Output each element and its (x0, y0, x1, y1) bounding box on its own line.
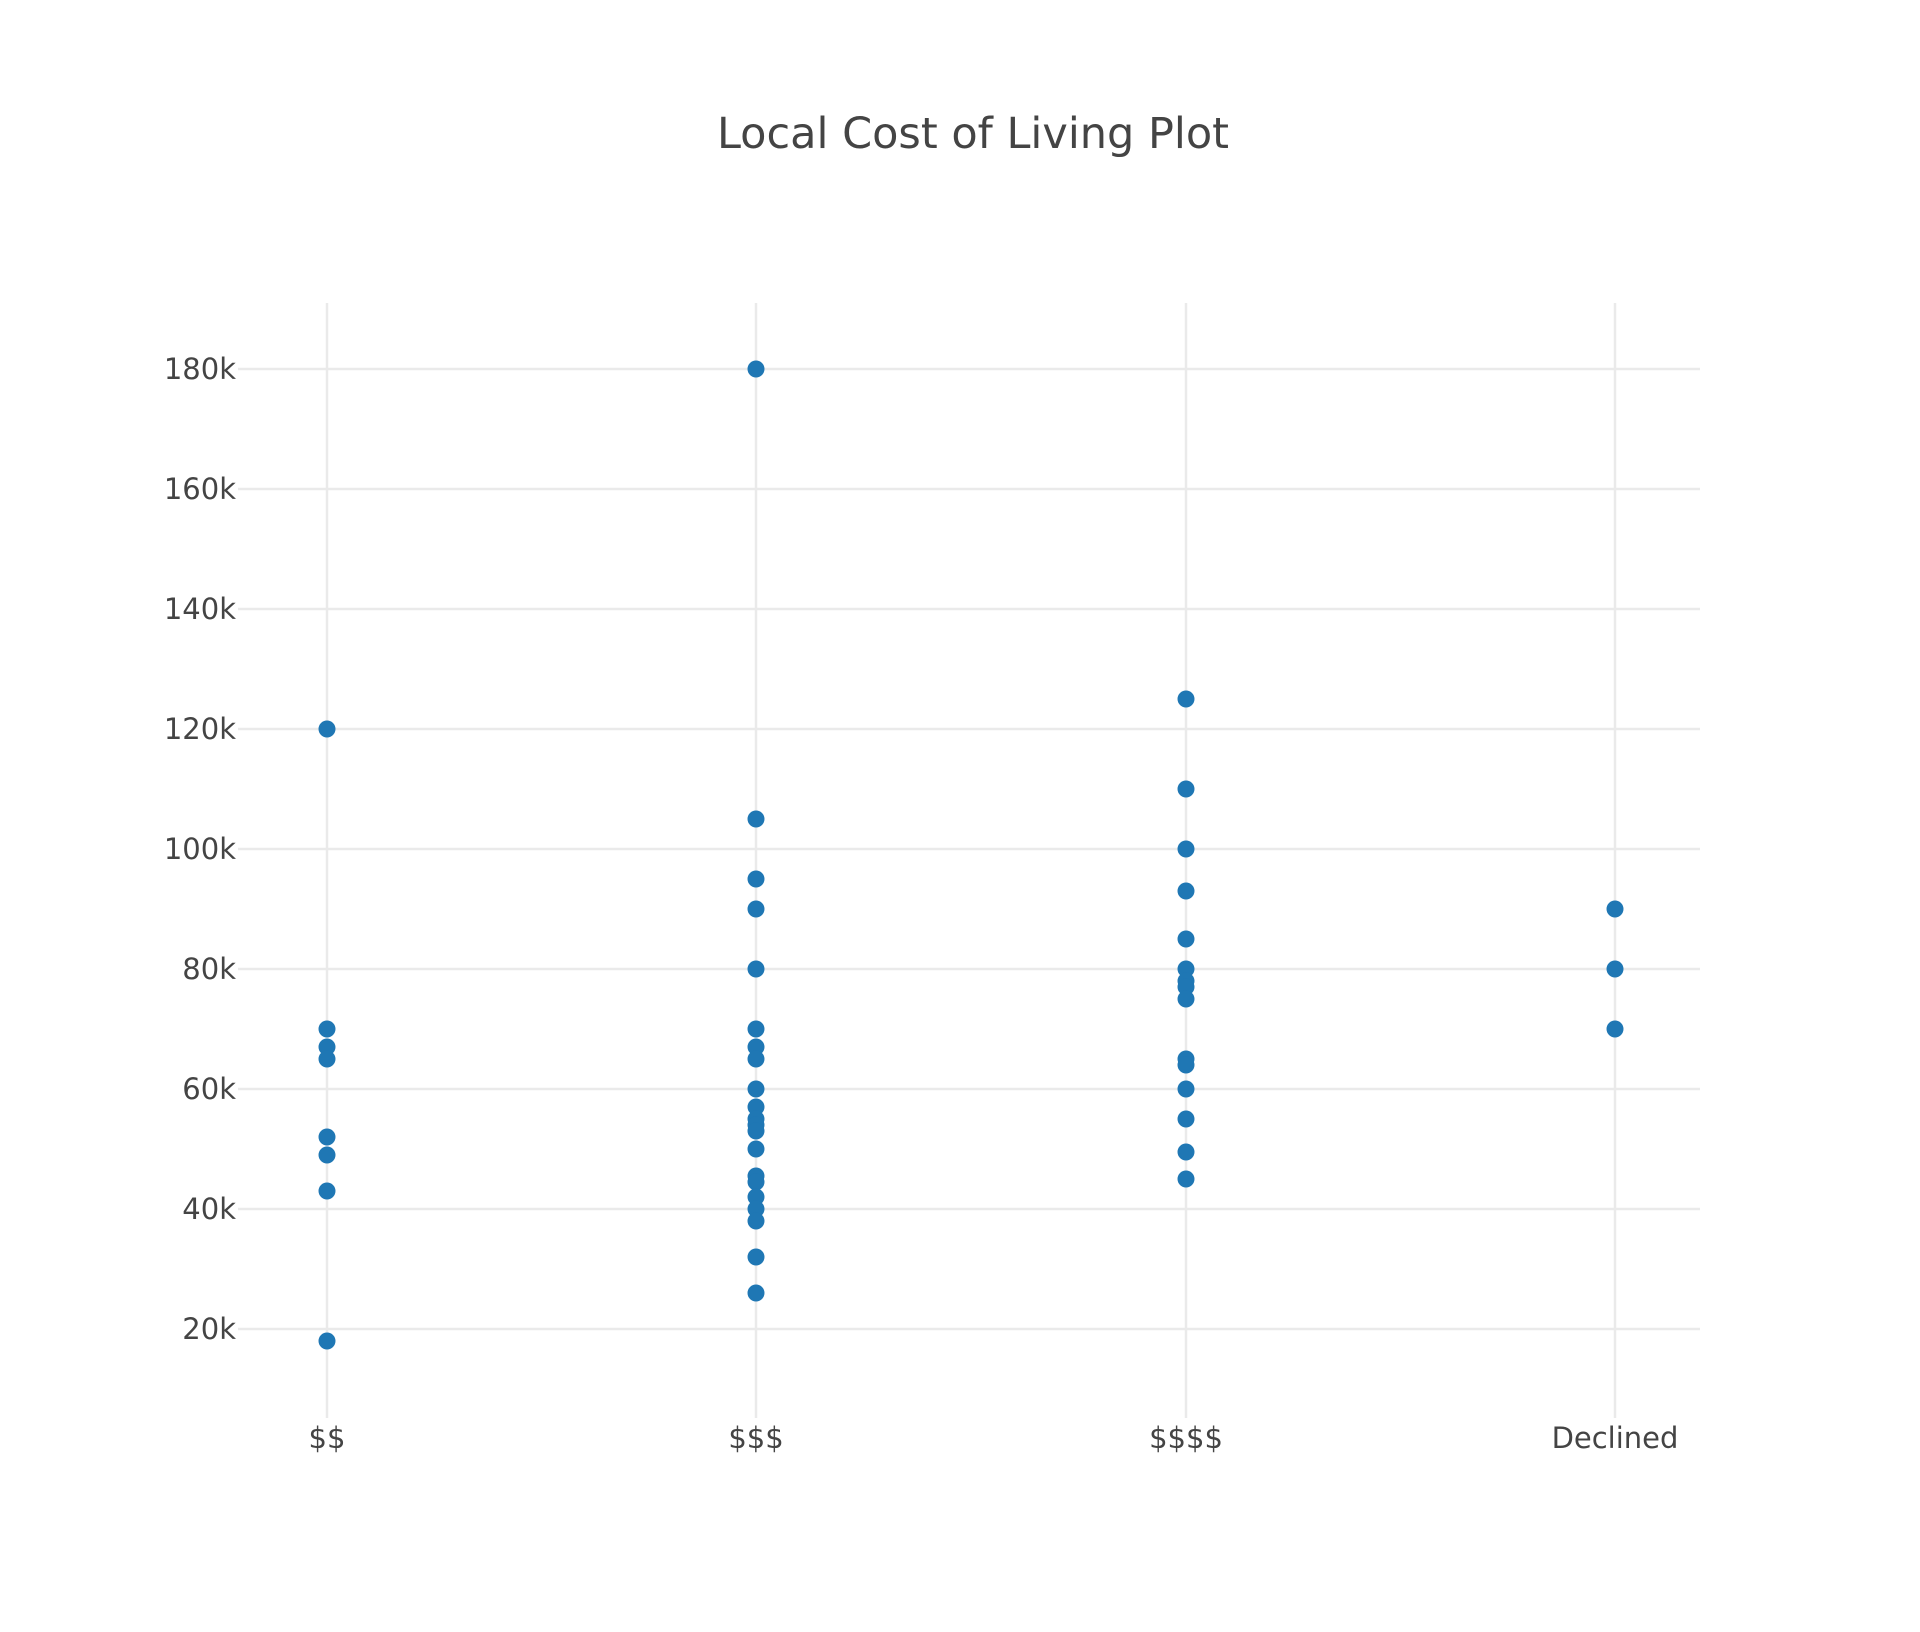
data-point[interactable] (747, 1098, 765, 1116)
data-point[interactable] (747, 1020, 765, 1038)
y-tick-label: 60k (182, 1072, 236, 1106)
y-tick-label: 20k (182, 1312, 236, 1346)
data-point[interactable] (747, 1173, 765, 1191)
data-point[interactable] (318, 1128, 336, 1146)
data-point[interactable] (1177, 840, 1195, 858)
x-axis-tick-labels: $$ $$$ $$$$ Declined (309, 1421, 1679, 1455)
data-point[interactable] (1177, 960, 1195, 978)
data-point[interactable] (1177, 1143, 1195, 1161)
data-point[interactable] (1177, 882, 1195, 900)
data-point[interactable] (747, 1038, 765, 1056)
data-point[interactable] (747, 810, 765, 828)
data-point[interactable] (747, 900, 765, 918)
data-point[interactable] (747, 1248, 765, 1266)
data-point[interactable] (1177, 930, 1195, 948)
data-point[interactable] (318, 1146, 336, 1164)
x-tick-label: $$$ (728, 1421, 783, 1455)
data-point[interactable] (1177, 1056, 1195, 1074)
y-axis-tick-labels: 20k 40k 60k 80k 100k 120k 140k 160k 180k (164, 352, 236, 1346)
data-point[interactable] (1177, 990, 1195, 1008)
data-point[interactable] (747, 1140, 765, 1158)
data-point[interactable] (1606, 960, 1624, 978)
data-point[interactable] (1177, 780, 1195, 798)
x-tick-label: Declined (1552, 1421, 1679, 1455)
y-tick-label: 160k (164, 472, 236, 506)
data-point[interactable] (747, 1080, 765, 1098)
data-point[interactable] (747, 870, 765, 888)
data-point[interactable] (747, 1122, 765, 1140)
data-point[interactable] (1606, 1020, 1624, 1038)
y-tick-label: 100k (164, 832, 236, 866)
data-point[interactable] (318, 720, 336, 738)
data-point[interactable] (747, 1050, 765, 1068)
data-point[interactable] (1177, 1170, 1195, 1188)
data-point[interactable] (318, 1050, 336, 1068)
y-tick-label: 80k (182, 952, 236, 986)
y-tick-label: 40k (182, 1192, 236, 1226)
data-point[interactable] (747, 1188, 765, 1206)
data-point[interactable] (747, 960, 765, 978)
data-points (318, 360, 1624, 1350)
data-point[interactable] (1177, 978, 1195, 996)
data-point[interactable] (318, 1038, 336, 1056)
data-point[interactable] (747, 1284, 765, 1302)
data-point[interactable] (1177, 1110, 1195, 1128)
data-point[interactable] (318, 1182, 336, 1200)
data-point[interactable] (1177, 690, 1195, 708)
data-point[interactable] (318, 1020, 336, 1038)
y-tick-label: 140k (164, 592, 236, 626)
data-point[interactable] (1177, 1080, 1195, 1098)
data-point[interactable] (318, 1332, 336, 1350)
y-gridlines (238, 367, 1700, 1331)
x-tick-label: $$$$ (1149, 1421, 1223, 1455)
data-point[interactable] (747, 360, 765, 378)
x-tick-label: $$ (309, 1421, 346, 1455)
y-tick-label: 180k (164, 352, 236, 386)
data-point[interactable] (747, 1200, 765, 1218)
data-point[interactable] (1606, 900, 1624, 918)
chart-title: Local Cost of Living Plot (717, 109, 1229, 159)
data-point[interactable] (747, 1212, 765, 1230)
x-gridlines (325, 303, 1617, 1418)
y-tick-label: 120k (164, 712, 236, 746)
